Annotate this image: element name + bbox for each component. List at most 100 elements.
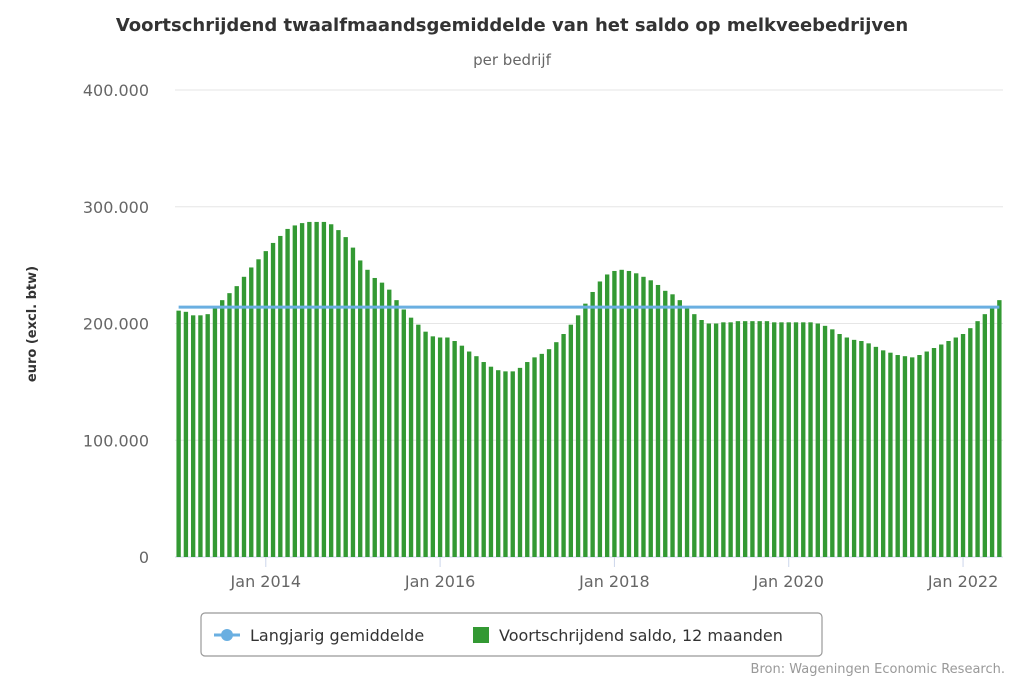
bar[interactable] (808, 322, 813, 557)
bar[interactable] (437, 337, 443, 557)
bar[interactable] (975, 321, 980, 557)
bar[interactable] (939, 344, 944, 557)
bar[interactable] (532, 357, 537, 557)
bar[interactable] (583, 303, 588, 557)
bar[interactable] (866, 343, 871, 557)
bar[interactable] (517, 367, 523, 557)
bar[interactable] (292, 225, 298, 557)
bar[interactable] (880, 350, 886, 557)
bar[interactable] (953, 337, 958, 557)
bar[interactable] (539, 353, 544, 557)
bar[interactable] (241, 276, 247, 557)
bar[interactable] (851, 339, 857, 557)
bar[interactable] (895, 355, 900, 557)
bar[interactable] (692, 314, 697, 557)
bar[interactable] (764, 321, 770, 557)
bar[interactable] (626, 270, 632, 557)
bar[interactable] (699, 320, 704, 557)
bar[interactable] (663, 290, 668, 557)
bar[interactable] (183, 311, 189, 557)
bar[interactable] (968, 328, 973, 557)
bar[interactable] (735, 321, 741, 557)
bar[interactable] (670, 294, 675, 557)
bar[interactable] (212, 307, 218, 557)
bar[interactable] (198, 315, 203, 557)
bar[interactable] (960, 334, 966, 557)
bar[interactable] (568, 324, 574, 557)
bar[interactable] (917, 355, 922, 557)
bar[interactable] (496, 370, 501, 557)
bar[interactable] (779, 322, 784, 557)
bar[interactable] (249, 267, 254, 557)
bar[interactable] (706, 323, 712, 558)
bar[interactable] (844, 337, 850, 557)
bar[interactable] (873, 346, 879, 557)
bar[interactable] (503, 371, 508, 557)
bar[interactable] (946, 341, 951, 557)
bar[interactable] (445, 337, 450, 557)
bar[interactable] (510, 371, 515, 557)
bar[interactable] (757, 321, 762, 557)
bar[interactable] (365, 269, 370, 557)
bar[interactable] (314, 221, 319, 557)
bar[interactable] (401, 309, 406, 557)
bar[interactable] (358, 260, 363, 557)
bar[interactable] (176, 310, 181, 557)
bar[interactable] (982, 314, 988, 557)
bar[interactable] (227, 293, 232, 557)
bar[interactable] (721, 322, 726, 557)
bar[interactable] (641, 276, 646, 557)
bar[interactable] (837, 334, 842, 557)
bar[interactable] (452, 341, 457, 557)
bar[interactable] (859, 341, 864, 557)
bar[interactable] (256, 259, 261, 557)
bar[interactable] (525, 362, 530, 557)
bar[interactable] (590, 291, 595, 557)
bar[interactable] (285, 228, 290, 557)
bar[interactable] (924, 351, 929, 557)
bar[interactable] (430, 336, 436, 557)
bar[interactable] (750, 321, 755, 557)
legend-item-saldo[interactable]: Voortschrijdend saldo, 12 maanden (473, 626, 783, 645)
bar[interactable] (997, 300, 1002, 557)
bar[interactable] (387, 289, 392, 557)
bar[interactable] (474, 356, 479, 557)
bar[interactable] (902, 356, 908, 557)
bar[interactable] (205, 314, 210, 557)
bar[interactable] (931, 348, 937, 557)
bar[interactable] (655, 284, 661, 557)
bar[interactable] (786, 322, 791, 557)
bar[interactable] (684, 307, 690, 557)
bar[interactable] (619, 269, 624, 557)
bar[interactable] (263, 251, 268, 557)
bar[interactable] (459, 345, 465, 557)
bar[interactable] (234, 286, 239, 557)
bar[interactable] (270, 242, 276, 557)
bar[interactable] (466, 351, 472, 557)
bar[interactable] (416, 324, 421, 557)
bar[interactable] (423, 331, 428, 557)
bar[interactable] (278, 235, 283, 557)
bar[interactable] (989, 307, 995, 557)
bar[interactable] (713, 323, 719, 558)
bar[interactable] (728, 322, 733, 557)
bar[interactable] (604, 274, 610, 557)
bar[interactable] (379, 282, 385, 557)
bar[interactable] (220, 300, 225, 557)
bar[interactable] (910, 357, 915, 557)
bar[interactable] (575, 315, 581, 557)
bar[interactable] (488, 366, 494, 557)
bar[interactable] (408, 317, 414, 557)
bar[interactable] (481, 362, 486, 557)
bar[interactable] (793, 322, 799, 557)
bar[interactable] (597, 281, 603, 557)
bar[interactable] (190, 315, 196, 557)
bar[interactable] (888, 352, 893, 557)
bar[interactable] (815, 323, 820, 558)
bar[interactable] (801, 322, 806, 557)
bar[interactable] (394, 300, 399, 557)
bar[interactable] (561, 334, 566, 557)
legend-item-average[interactable]: Langjarig gemiddelde (214, 626, 424, 645)
bar[interactable] (299, 223, 305, 557)
bar[interactable] (554, 342, 559, 557)
